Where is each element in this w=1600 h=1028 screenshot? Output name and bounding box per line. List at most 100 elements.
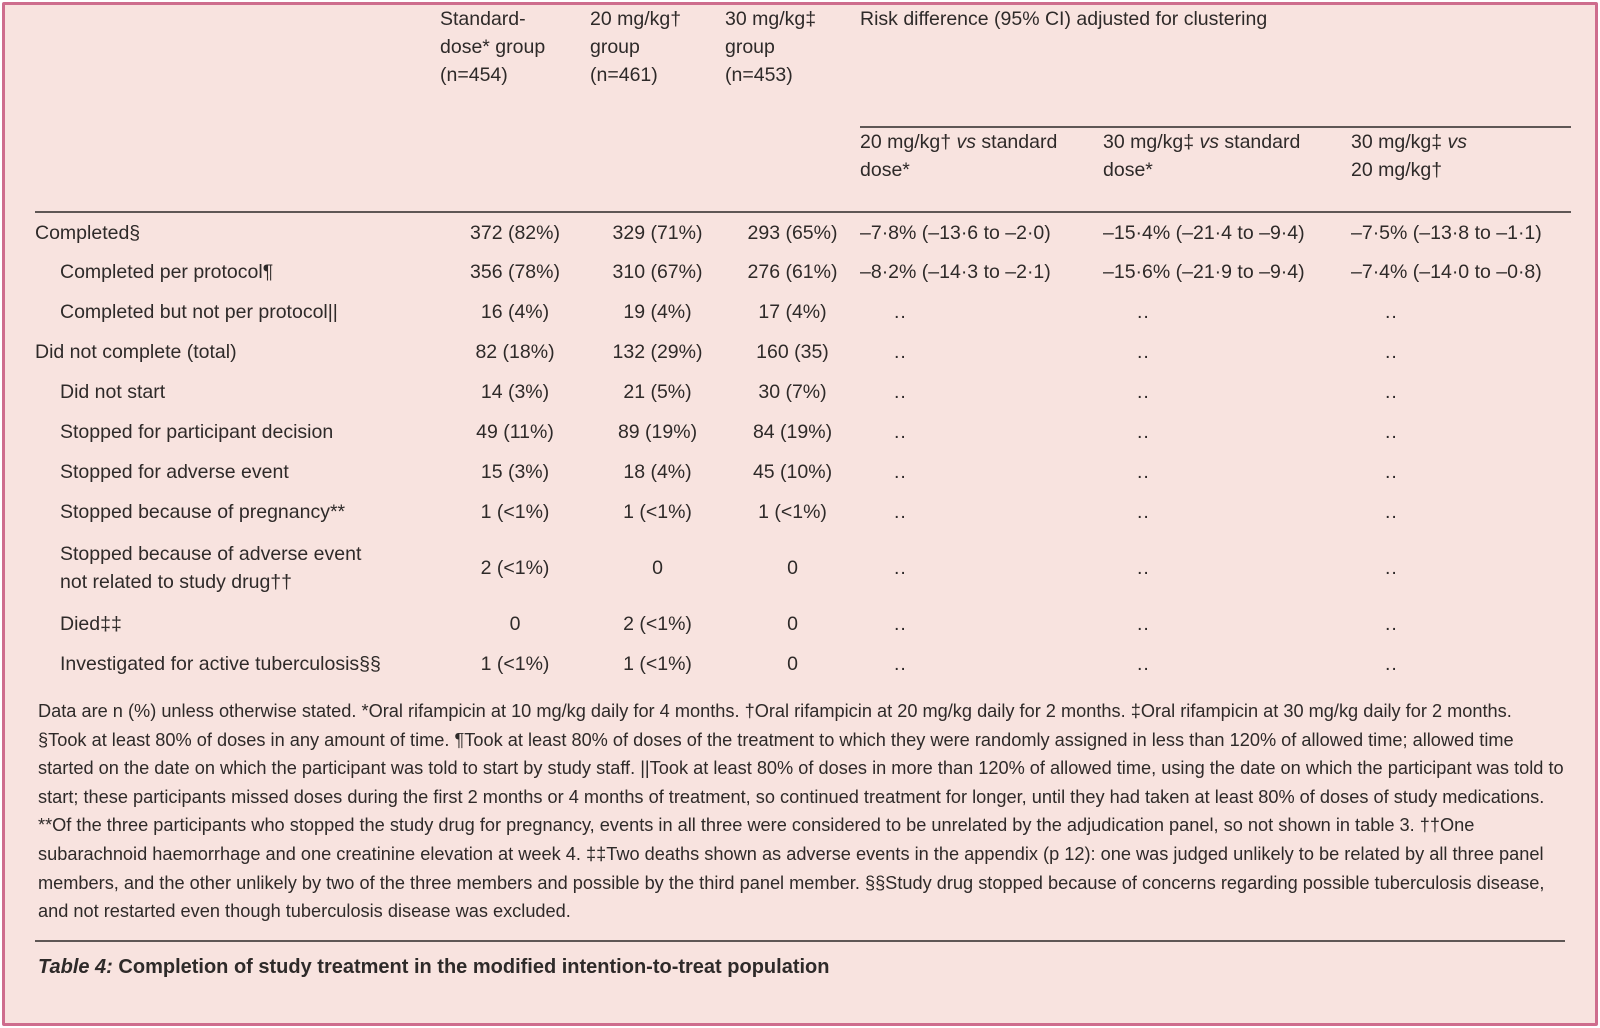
- subcol-pre: 30 mg/kg‡: [1351, 131, 1448, 153]
- cell-rd2: ..: [1137, 613, 1150, 635]
- subcol-pre: 20 mg/kg†: [860, 131, 957, 153]
- cell-20mg: 19 (4%): [623, 301, 692, 323]
- cell-std: 1 (<1%): [480, 653, 550, 675]
- cell-20mg: 310 (67%): [612, 261, 703, 283]
- cell-rd2: ..: [1137, 557, 1150, 579]
- row-label: Did not start: [60, 381, 166, 403]
- cell-rd1: ..: [894, 421, 907, 443]
- cell-20mg: 89 (19%): [617, 421, 698, 443]
- cell-30mg: 1 (<1%): [758, 501, 827, 523]
- cell-20mg: 21 (5%): [623, 381, 692, 403]
- subcol-post: 20 mg/kg†: [1351, 159, 1443, 181]
- row-label: Completed but not per protocol||: [60, 301, 338, 323]
- caption-prefix: Table 4:: [38, 955, 113, 978]
- cell-rd2: ..: [1137, 461, 1150, 483]
- completion-table: Standard- dose* group (n=454) 20 mg/kg† …: [35, 5, 1572, 684]
- cell-rd2: –15·4% (–21·4 to –9·4): [1103, 221, 1305, 244]
- cell-rd2: ..: [1137, 381, 1150, 403]
- header-row-risk-subcols: 20 mg/kg† vs standard dose* 30 mg/kg‡ vs…: [35, 127, 1572, 213]
- cell-rd3: –7·5% (–13·8 to –1·1): [1351, 221, 1542, 244]
- row-label: Did not complete (total): [35, 341, 237, 363]
- cell-rd3: ..: [1385, 557, 1398, 579]
- cell-rd1: ..: [894, 381, 907, 403]
- table-row-stopped-pregnancy: Stopped because of pregnancy** 1 (<1%) 1…: [35, 492, 1571, 532]
- cell-rd1: ..: [894, 613, 907, 635]
- table-row-investigated-tb: Investigated for active tuberculosis§§ 1…: [35, 644, 1571, 684]
- header-empty-cell: [35, 5, 440, 213]
- table-row-completed-per-protocol: Completed per protocol¶ 356 (78%) 310 (6…: [35, 252, 1571, 292]
- cell-rd1: ..: [894, 653, 907, 675]
- cell-20mg: 2 (<1%): [623, 613, 692, 635]
- subcol-vs: vs: [1199, 131, 1219, 153]
- row-label: Investigated for active tuberculosis§§: [60, 653, 381, 675]
- cell-rd2: –15·6% (–21·9 to –9·4): [1103, 261, 1305, 283]
- cell-rd1: ..: [894, 301, 907, 323]
- subcol-vs: vs: [1447, 131, 1467, 153]
- row-label: Died‡‡: [60, 613, 122, 635]
- cell-rd3: ..: [1385, 421, 1398, 443]
- cell-std: 0: [509, 613, 521, 635]
- cell-std: 372 (82%): [470, 221, 560, 244]
- cell-30mg: 0: [787, 557, 798, 579]
- table-caption: Table 4: Completion of study treatment i…: [35, 939, 1565, 981]
- cell-30mg: 84 (19%): [752, 421, 833, 443]
- header-risk-difference-group: Risk difference (95% CI) adjusted for cl…: [860, 5, 1572, 128]
- cell-rd3: ..: [1385, 461, 1398, 483]
- cell-rd3: ..: [1385, 381, 1398, 403]
- cell-30mg: 45 (10%): [752, 461, 833, 483]
- header-standard-dose: Standard- dose* group (n=454): [440, 5, 590, 213]
- table-row-completed-not-per-protocol: Completed but not per protocol|| 16 (4%)…: [35, 292, 1571, 332]
- cell-rd3: ..: [1385, 301, 1398, 323]
- header-30mgkg: 30 mg/kg‡ group (n=453): [725, 5, 860, 213]
- cell-30mg: 0: [787, 613, 798, 635]
- header-risk-20-vs-standard: 20 mg/kg† vs standard dose*: [860, 127, 1103, 213]
- row-label: Completed§: [35, 221, 141, 244]
- cell-rd3: ..: [1385, 501, 1398, 523]
- cell-std: 14 (3%): [480, 381, 550, 403]
- row-label: Stopped for participant decision: [60, 421, 334, 443]
- cell-30mg: 276 (61%): [747, 261, 838, 283]
- cell-rd3: –7·4% (–14·0 to –0·8): [1351, 261, 1542, 283]
- table-row-stopped-participant-decision: Stopped for participant decision 49 (11%…: [35, 412, 1571, 452]
- cell-20mg: 18 (4%): [623, 461, 692, 483]
- subcol-post: standard dose*: [1103, 131, 1301, 181]
- table-row-completed: Completed§ 372 (82%) 329 (71%) 293 (65%)…: [35, 212, 1571, 252]
- table-row-did-not-complete: Did not complete (total) 82 (18%) 132 (2…: [35, 332, 1571, 372]
- cell-rd3: ..: [1385, 613, 1398, 635]
- header-risk-30-vs-standard: 30 mg/kg‡ vs standard dose*: [1103, 127, 1351, 213]
- cell-rd1: ..: [894, 557, 907, 579]
- cell-rd1: ..: [894, 461, 907, 483]
- cell-20mg: 0: [652, 557, 663, 579]
- cell-20mg: 1 (<1%): [623, 653, 692, 675]
- cell-30mg: 0: [787, 653, 798, 675]
- cell-rd3: ..: [1385, 653, 1398, 675]
- table-row-stopped-adverse-event: Stopped for adverse event 15 (3%) 18 (4%…: [35, 452, 1571, 492]
- subcol-pre: 30 mg/kg‡: [1103, 131, 1200, 153]
- cell-rd1: –7·8% (–13·6 to –2·0): [860, 221, 1051, 244]
- cell-30mg: 30 (7%): [758, 381, 827, 403]
- header-risk-30-vs-20: 30 mg/kg‡ vs 20 mg/kg†: [1351, 127, 1572, 213]
- subcol-vs: vs: [956, 131, 976, 153]
- cell-std: 82 (18%): [475, 341, 555, 363]
- subcol-post: standard dose*: [860, 131, 1058, 181]
- cell-rd2: ..: [1137, 341, 1150, 363]
- cell-std: 356 (78%): [470, 261, 560, 283]
- cell-rd2: ..: [1137, 501, 1150, 523]
- cell-rd2: ..: [1137, 421, 1150, 443]
- cell-std: 16 (4%): [480, 301, 550, 323]
- cell-rd1: ..: [894, 341, 907, 363]
- cell-30mg: 293 (65%): [747, 221, 838, 244]
- table-row-died: Died‡‡ 0 2 (<1%) 0 .. .. ..: [35, 604, 1571, 644]
- table-row-did-not-start: Did not start 14 (3%) 21 (5%) 30 (7%) ..…: [35, 372, 1571, 412]
- header-20mgkg: 20 mg/kg† group (n=461): [590, 5, 725, 213]
- cell-std: 49 (11%): [476, 421, 554, 443]
- cell-std: 1 (<1%): [480, 501, 550, 523]
- row-label: Completed per protocol¶: [60, 261, 274, 283]
- cell-20mg: 132 (29%): [612, 341, 703, 363]
- cell-std: 15 (3%): [480, 461, 550, 483]
- header-row-groups: Standard- dose* group (n=454) 20 mg/kg† …: [35, 5, 1572, 213]
- caption-text: Completion of study treatment in the mod…: [118, 955, 830, 978]
- row-label: Stopped for adverse event: [60, 461, 289, 483]
- cell-rd1: –8·2% (–14·3 to –2·1): [860, 261, 1051, 283]
